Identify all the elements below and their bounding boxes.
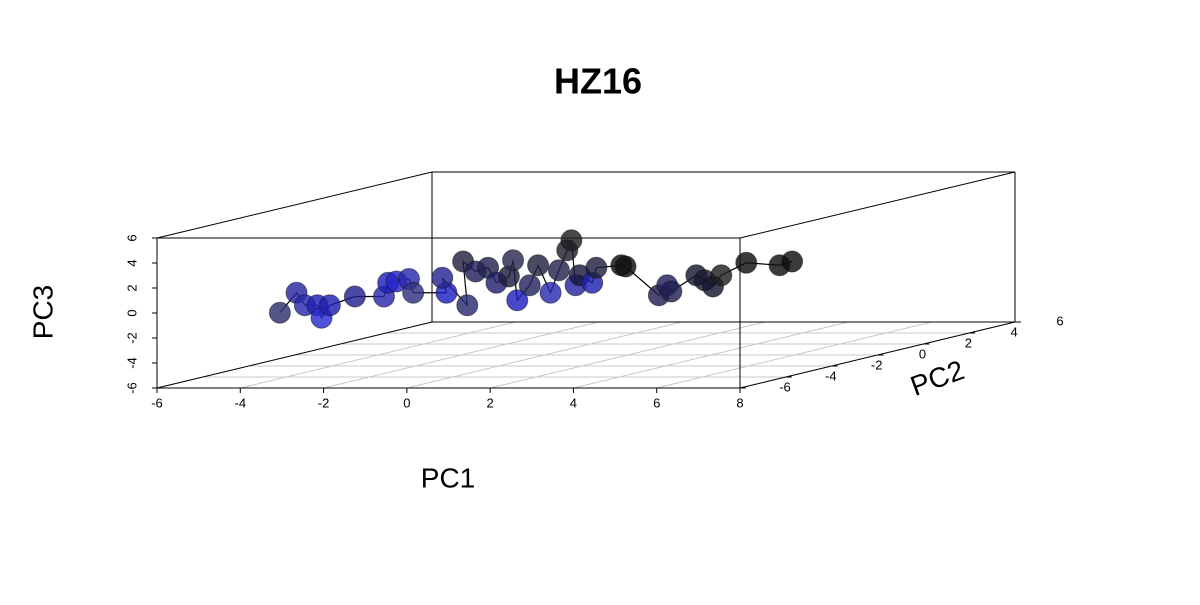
y-tick-label: 4 [1011,324,1018,339]
point [660,280,683,303]
x-axis-label: PC1 [421,462,475,493]
y-tick-label: -6 [779,379,791,394]
point [585,256,608,279]
point [506,289,529,312]
point [518,274,541,297]
z-tick-label: -6 [124,382,139,394]
point [431,266,454,289]
y-tick-label: 6 [1056,313,1063,328]
x-tick-label: -4 [235,395,247,410]
x-tick-label: 6 [653,395,660,410]
point [318,294,341,317]
chart-title: HZ16 [554,61,642,102]
x-tick-label: -2 [318,395,330,410]
x-tick-label: 8 [736,395,743,410]
box-edge [156,321,433,389]
y-tick-label: 0 [919,346,926,361]
z-tick-label: -4 [124,357,139,369]
z-tick-label: 2 [124,284,139,291]
box-edge [156,171,433,239]
x-tick-label: 2 [487,395,494,410]
y-tick-label: -4 [825,368,837,383]
x-tick-label: 0 [403,395,410,410]
x-tick-label: 4 [570,395,577,410]
point [614,255,637,278]
point [343,285,366,308]
z-tick-label: 6 [124,234,139,241]
x-tick-label: -6 [151,395,163,410]
point [539,281,562,304]
point [456,294,479,317]
point [268,301,291,324]
y-tick-label: 2 [965,335,972,350]
point [710,264,733,287]
box-edge [739,171,1016,239]
z-tick-label: -2 [124,332,139,344]
point [502,249,525,272]
z-tick-label: 0 [124,309,139,316]
point [781,250,804,273]
point [547,259,570,282]
z-axis-label: PC3 [27,285,58,339]
point [402,281,425,304]
point [735,251,758,274]
y-axis-label: PC2 [906,354,968,402]
y-tick-label: -2 [871,357,883,372]
z-tick-label: 4 [124,259,139,266]
point [527,254,550,277]
point [560,229,583,252]
